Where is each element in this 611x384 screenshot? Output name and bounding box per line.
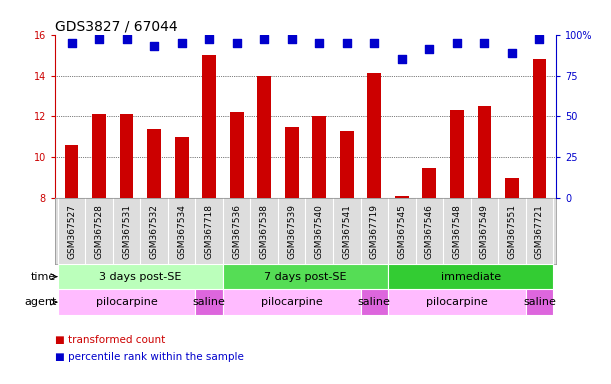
Text: GSM367545: GSM367545 xyxy=(397,204,406,258)
Point xyxy=(177,40,186,46)
Bar xyxy=(202,55,216,199)
Text: saline: saline xyxy=(358,297,391,307)
Text: GSM367540: GSM367540 xyxy=(315,204,324,258)
Bar xyxy=(120,114,133,199)
Text: pilocarpine: pilocarpine xyxy=(261,297,323,307)
Text: GSM367539: GSM367539 xyxy=(287,204,296,259)
Bar xyxy=(388,290,525,315)
Bar xyxy=(367,73,381,199)
Text: pilocarpine: pilocarpine xyxy=(96,297,158,307)
Point xyxy=(94,36,104,43)
Point xyxy=(232,40,241,46)
Point xyxy=(149,43,159,49)
Point xyxy=(452,40,462,46)
Bar xyxy=(312,116,326,199)
Bar xyxy=(257,76,271,199)
Text: GSM367548: GSM367548 xyxy=(452,204,461,258)
Point xyxy=(259,36,269,43)
Bar xyxy=(223,290,360,315)
Text: GSM367534: GSM367534 xyxy=(177,204,186,258)
Text: 7 days post-SE: 7 days post-SE xyxy=(264,271,347,281)
Bar xyxy=(533,59,546,199)
Text: saline: saline xyxy=(523,297,556,307)
Text: ■ percentile rank within the sample: ■ percentile rank within the sample xyxy=(55,352,244,362)
Text: GSM367532: GSM367532 xyxy=(150,204,159,258)
Bar xyxy=(388,264,553,290)
Text: GDS3827 / 67044: GDS3827 / 67044 xyxy=(55,20,178,33)
Point xyxy=(287,36,296,43)
Point xyxy=(480,40,489,46)
Text: GSM367721: GSM367721 xyxy=(535,204,544,258)
Bar xyxy=(525,290,553,315)
Text: GSM367546: GSM367546 xyxy=(425,204,434,258)
Text: GSM367718: GSM367718 xyxy=(205,204,214,259)
Text: GSM367538: GSM367538 xyxy=(260,204,269,259)
Bar xyxy=(360,290,388,315)
Point xyxy=(425,46,434,52)
Point xyxy=(204,36,214,43)
Point xyxy=(535,36,544,43)
Text: saline: saline xyxy=(192,297,225,307)
Text: GSM367536: GSM367536 xyxy=(232,204,241,259)
Text: GSM367549: GSM367549 xyxy=(480,204,489,258)
Text: immediate: immediate xyxy=(441,271,501,281)
Bar xyxy=(58,264,223,290)
Text: agent: agent xyxy=(24,297,56,307)
Bar xyxy=(340,131,354,199)
Point xyxy=(370,40,379,46)
Text: 3 days post-SE: 3 days post-SE xyxy=(99,271,181,281)
Bar xyxy=(230,113,244,199)
Bar xyxy=(505,178,519,199)
Bar xyxy=(422,168,436,199)
Bar xyxy=(175,137,189,199)
Point xyxy=(397,56,407,62)
Bar xyxy=(92,114,106,199)
Text: GSM367541: GSM367541 xyxy=(342,204,351,258)
Text: time: time xyxy=(31,271,56,281)
Point xyxy=(342,40,352,46)
Bar xyxy=(395,196,409,199)
Point xyxy=(67,40,76,46)
Text: GSM367527: GSM367527 xyxy=(67,204,76,258)
Bar xyxy=(65,145,78,199)
Bar xyxy=(223,264,388,290)
Bar xyxy=(478,106,491,199)
Bar xyxy=(196,290,223,315)
Text: ■ transformed count: ■ transformed count xyxy=(55,335,165,345)
Text: GSM367528: GSM367528 xyxy=(95,204,103,258)
Point xyxy=(507,50,517,56)
Bar xyxy=(147,129,161,199)
Point xyxy=(122,36,131,43)
Text: pilocarpine: pilocarpine xyxy=(426,297,488,307)
Text: GSM367719: GSM367719 xyxy=(370,204,379,259)
Point xyxy=(315,40,324,46)
Bar xyxy=(285,127,299,199)
Bar xyxy=(58,290,196,315)
Bar xyxy=(450,110,464,199)
Text: GSM367551: GSM367551 xyxy=(508,204,516,259)
Text: GSM367531: GSM367531 xyxy=(122,204,131,259)
